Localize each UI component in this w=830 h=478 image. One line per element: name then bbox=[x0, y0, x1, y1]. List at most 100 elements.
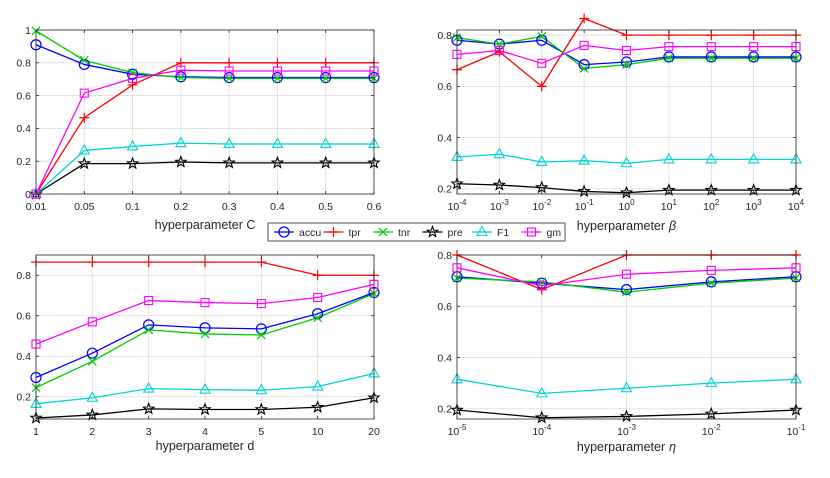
x-tick-label: 3 bbox=[146, 426, 152, 438]
y-tick-label: 0.4 bbox=[16, 351, 31, 363]
chart-panel-hyperparameter-c: 0 0.2 0.4 0.6 0.8 1 0.01 0.05 0.1 0.2 0.3 0.4 0.5 0.6… bbox=[16, 25, 381, 232]
x-tick-label: 101 bbox=[661, 198, 678, 213]
data-point-gm bbox=[621, 269, 632, 279]
legend-label: pre bbox=[448, 227, 463, 239]
data-point-gm bbox=[494, 45, 504, 56]
x-tick-label: 0.2 bbox=[174, 201, 189, 213]
data-point-gm bbox=[272, 66, 282, 76]
x-axis-label: hyperparameter d bbox=[156, 439, 255, 453]
series-line-F1 bbox=[456, 378, 797, 395]
legend-marker-tnr bbox=[378, 227, 388, 237]
y-tick-label: 0.2 bbox=[16, 156, 31, 168]
x-tick-label: 10-4 bbox=[532, 423, 551, 438]
legend-label: gm bbox=[547, 227, 562, 239]
data-point-tnr bbox=[664, 53, 674, 63]
data-point-gm bbox=[537, 58, 547, 68]
y-tick-label: 0.6 bbox=[16, 311, 31, 323]
data-point-tpr bbox=[256, 257, 267, 268]
data-point-F1 bbox=[620, 156, 633, 168]
data-point-tpr bbox=[320, 57, 331, 68]
x-tick-label: 2 bbox=[89, 426, 95, 438]
series-line-tpr bbox=[35, 62, 374, 195]
x-tick-label: 0.01 bbox=[26, 201, 47, 213]
x-tick-label: 0.3 bbox=[222, 201, 237, 213]
data-point-gm bbox=[224, 66, 234, 76]
data-point-F1 bbox=[493, 147, 506, 159]
data-point-accu bbox=[312, 308, 324, 320]
data-point-tpr bbox=[200, 257, 210, 268]
data-point-pre bbox=[174, 154, 188, 168]
data-point-gm bbox=[579, 40, 589, 50]
data-point-F1 bbox=[705, 152, 718, 164]
series-line-gm bbox=[35, 69, 374, 195]
chart-panel-hyperparameter-beta: 0.2 0.4 0.6 0.8 10-4 10-3 10-2 10-1 100 101 102 103… bbox=[437, 13, 805, 233]
x-tick-label: 4 bbox=[202, 426, 208, 438]
x-tick-label: 5 bbox=[258, 426, 264, 438]
x-tick-label: 10-1 bbox=[787, 423, 806, 438]
y-tick-label: 0.4 bbox=[16, 123, 31, 135]
x-tick-label: 0.1 bbox=[125, 201, 140, 213]
x-tick-label: 0.05 bbox=[74, 201, 95, 213]
data-point-accu bbox=[620, 56, 633, 68]
data-point-F1 bbox=[311, 379, 324, 391]
x-tick-label: 0.6 bbox=[367, 201, 382, 213]
data-point-tnr bbox=[749, 53, 759, 63]
legend-label: F1 bbox=[497, 227, 509, 239]
data-point-gm bbox=[256, 299, 266, 309]
y-tick-label: 0.8 bbox=[16, 270, 31, 282]
data-point-F1 bbox=[255, 383, 268, 395]
plot-area bbox=[36, 30, 374, 194]
data-point-tnr bbox=[706, 278, 716, 288]
data-point-pre bbox=[310, 400, 325, 413]
data-point-gm bbox=[664, 42, 674, 52]
data-point-tnr bbox=[176, 73, 186, 82]
data-point-F1 bbox=[174, 136, 187, 148]
data-point-F1 bbox=[319, 137, 332, 149]
legend-label: accu bbox=[299, 227, 321, 239]
x-axis-label: hyperparameter C bbox=[155, 218, 256, 232]
data-point-tnr bbox=[622, 287, 631, 297]
data-point-accu bbox=[663, 51, 675, 63]
data-point-accu bbox=[320, 71, 332, 84]
data-point-gm bbox=[621, 45, 632, 56]
data-point-gm bbox=[537, 281, 547, 291]
data-point-F1 bbox=[535, 155, 548, 167]
data-point-tpr bbox=[536, 81, 547, 92]
data-point-gm bbox=[128, 73, 138, 83]
data-point-tpr bbox=[494, 46, 505, 57]
data-point-accu bbox=[536, 34, 548, 46]
data-point-pre bbox=[254, 402, 269, 416]
x-tick-label: 0.4 bbox=[270, 201, 285, 213]
x-tick-label: 10-3 bbox=[490, 198, 509, 213]
data-point-accu bbox=[78, 58, 90, 71]
y-tick-label: 0.8 bbox=[437, 250, 452, 262]
data-point-F1 bbox=[86, 391, 99, 402]
legend-marker-tpr bbox=[328, 227, 339, 237]
legend-item-tnr: tnr bbox=[373, 227, 411, 239]
legend-marker-pre bbox=[425, 224, 440, 238]
x-axis-label: hyperparameter β bbox=[577, 219, 676, 233]
data-point-accu bbox=[705, 51, 717, 63]
data-point-tpr bbox=[127, 79, 138, 90]
series-line-accu bbox=[35, 291, 375, 379]
data-point-accu bbox=[705, 276, 717, 288]
legend-label: tnr bbox=[398, 227, 411, 239]
data-point-tpr bbox=[143, 257, 154, 268]
data-point-tnr bbox=[79, 55, 89, 65]
data-point-F1 bbox=[620, 381, 633, 393]
data-point-pre bbox=[198, 402, 212, 416]
x-tick-label: 10-4 bbox=[448, 198, 467, 213]
series-line-gm bbox=[456, 44, 796, 65]
data-point-F1 bbox=[126, 139, 139, 151]
data-point-F1 bbox=[747, 152, 760, 164]
data-point-F1 bbox=[535, 386, 548, 398]
x-tick-label: 10-2 bbox=[532, 198, 551, 213]
legend-item-accu: accu bbox=[274, 226, 321, 239]
y-tick-label: 1 bbox=[25, 25, 31, 37]
data-point-accu bbox=[223, 71, 235, 84]
data-point-pre bbox=[535, 180, 549, 194]
data-point-tpr bbox=[579, 13, 590, 24]
data-point-accu bbox=[748, 51, 760, 63]
data-point-tnr bbox=[579, 64, 589, 73]
data-point-F1 bbox=[78, 143, 91, 155]
